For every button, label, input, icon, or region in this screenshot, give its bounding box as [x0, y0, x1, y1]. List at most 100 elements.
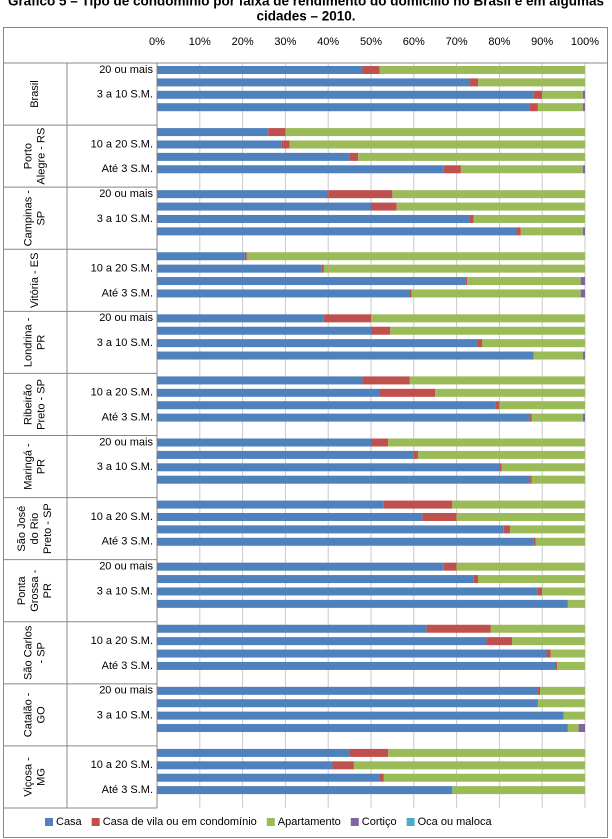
bar-segment	[582, 103, 585, 112]
bar-segment	[473, 214, 585, 223]
group-label: PR	[36, 459, 48, 474]
bar-segment	[157, 724, 568, 733]
group-label: Grossa -	[29, 569, 41, 612]
bar-segment	[499, 463, 502, 472]
bar-segment	[529, 103, 538, 112]
bar-segment	[157, 500, 384, 509]
bar-segment	[371, 314, 585, 323]
bar-segment	[157, 388, 380, 397]
bar-segment	[582, 227, 585, 236]
bar-segment	[379, 773, 384, 782]
bar-segment	[456, 562, 585, 571]
bar-segment	[409, 376, 585, 385]
bar-segment	[157, 761, 333, 770]
bar-segment	[157, 376, 363, 385]
bar-segment	[349, 748, 389, 757]
bar-segment	[157, 314, 324, 323]
bar-segment	[499, 401, 585, 410]
bar-segment	[157, 140, 282, 149]
bar-segment	[529, 475, 532, 484]
bar-segment	[157, 78, 470, 87]
bar-segment	[321, 264, 324, 273]
bar-segment	[486, 637, 513, 646]
group-label: São Carlos	[23, 625, 35, 680]
x-tick-label: 20%	[232, 36, 254, 48]
bar-segment	[371, 202, 397, 211]
group-label: SP	[36, 211, 48, 226]
y-tick-label: 3 a 10 S.M.	[97, 585, 153, 597]
group-label: MG	[36, 768, 48, 786]
bar-segment	[478, 78, 585, 87]
bar-segment	[157, 537, 534, 546]
x-tick-label: 90%	[531, 36, 553, 48]
bar-segment	[371, 326, 391, 335]
bar-segment	[482, 339, 585, 348]
bar-segment	[465, 277, 468, 286]
bar-segment	[469, 214, 474, 223]
bar-segment	[157, 190, 329, 199]
bar-segment	[567, 599, 585, 608]
y-tick-label: 20 ou mais	[99, 312, 153, 324]
bar-segment	[396, 202, 585, 211]
bar-segment	[582, 351, 585, 360]
bar-segment	[460, 165, 583, 174]
bar-segment	[268, 128, 286, 137]
bar-segment	[520, 227, 583, 236]
chart-frame	[3, 27, 608, 838]
x-tick-label: 40%	[317, 36, 339, 48]
bar-segment	[157, 512, 423, 521]
bar-segment	[531, 413, 583, 422]
bar-segment	[388, 748, 585, 757]
bar-segment	[580, 289, 585, 298]
bar-segment	[426, 624, 491, 633]
group-label: Londrina -	[23, 317, 35, 367]
x-tick-label: 80%	[488, 36, 510, 48]
chart-title: Gráfico 5 – Tipo de condomínio por faixa…	[8, 0, 604, 9]
y-tick-label: 10 a 20 S.M.	[91, 511, 153, 523]
bar-segment	[452, 500, 585, 509]
bar-segment	[285, 128, 585, 137]
bar-segment	[157, 152, 350, 161]
bar-segment	[157, 66, 363, 74]
legend-swatch	[350, 818, 359, 826]
bar-segment	[157, 649, 547, 658]
bar-segment	[157, 252, 245, 261]
bar-segment	[157, 786, 453, 795]
bar-segment	[490, 624, 585, 633]
y-tick-label: Até 3 S.M.	[102, 536, 153, 548]
bar-segment	[533, 537, 536, 546]
bar-segment	[529, 413, 532, 422]
bar-segment	[157, 525, 504, 534]
group-label: - SP	[36, 642, 48, 663]
bar-segment	[582, 165, 585, 174]
bar-segment	[157, 450, 414, 459]
legend-label: Casa de vila ou em condomínio	[103, 816, 257, 828]
y-tick-label: 3 a 10 S.M.	[97, 337, 153, 349]
bar-segment	[362, 66, 380, 74]
y-tick-label: 3 a 10 S.M.	[97, 710, 153, 722]
bar-segment	[332, 761, 354, 770]
y-tick-label: 10 a 20 S.M.	[91, 138, 153, 150]
group-label: Brasil	[29, 80, 41, 108]
group-label: Vitória - ES	[29, 253, 41, 308]
bar-segment	[157, 562, 444, 571]
bar-segment	[535, 537, 585, 546]
legend-label: Cortiço	[362, 816, 397, 828]
bar-segment	[157, 401, 496, 410]
bar-segment	[353, 761, 585, 770]
bar-segment	[157, 103, 530, 112]
y-tick-label: Até 3 S.M.	[102, 784, 153, 796]
y-tick-label: 10 a 20 S.M.	[91, 635, 153, 647]
y-tick-label: 10 a 20 S.M.	[91, 387, 153, 399]
group-label: GO	[36, 706, 48, 724]
bar-segment	[443, 562, 457, 571]
bar-segment	[157, 475, 530, 484]
bar-segment	[157, 599, 568, 608]
group-label: Preto - SP	[42, 503, 54, 554]
bar-segment	[467, 277, 581, 286]
y-tick-label: Até 3 S.M.	[102, 163, 153, 175]
bar-segment	[392, 190, 585, 199]
group-label: Viçosa -	[23, 757, 35, 797]
bar-segment	[328, 190, 393, 199]
